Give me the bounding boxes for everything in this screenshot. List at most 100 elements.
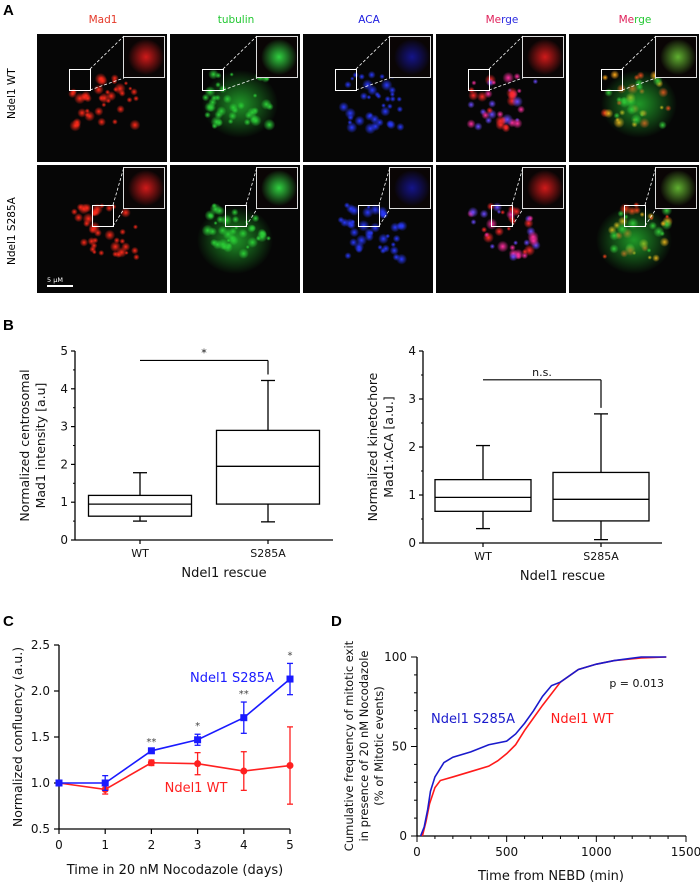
roi-box [92, 205, 114, 227]
box-S285A: S285A [215, 379, 321, 560]
x-tick-label: 4 [240, 838, 248, 852]
roi-box [624, 205, 646, 227]
zoom-inset [655, 167, 697, 209]
micrograph [170, 165, 300, 293]
y-axis-label: Normalized centrosomal [17, 369, 32, 521]
series-label: Ndel1 WT [551, 712, 614, 727]
inset-guide-lines [511, 166, 524, 227]
data-point [101, 779, 109, 787]
micrograph [436, 34, 566, 162]
inset-guide-lines [245, 166, 258, 227]
data-point [286, 762, 294, 770]
series-label: Ndel1 S285A [190, 671, 274, 686]
series-ndel1-s285a [55, 662, 294, 792]
scale-bar: 5 μM [47, 276, 73, 287]
x-axis-label: Ndel1 rescue [181, 566, 266, 581]
channel-label-0: Mad1 [88, 14, 118, 26]
channel-label-part: Me [618, 14, 635, 26]
series-line [58, 761, 291, 791]
box-WT: WT [87, 472, 193, 560]
data-point [194, 736, 202, 744]
significance-label: n.s. [532, 366, 552, 379]
x-tick-label: WT [131, 547, 149, 560]
micrograph [569, 34, 699, 162]
data-point [194, 760, 202, 768]
zoom-inset [256, 167, 298, 209]
x-tick-label: WT [474, 550, 492, 563]
micrograph: 5 μM [37, 165, 167, 293]
data-point [240, 714, 248, 722]
data-point [286, 675, 294, 683]
micrograph [569, 165, 699, 293]
significance-marker: * [288, 650, 293, 661]
x-tick-label: 1000 [581, 845, 612, 859]
inset-guide-lines [621, 35, 657, 91]
micrograph [303, 165, 433, 293]
box-chart-0: 0 1 2 3 4 5 WT S285A * Ndel1 rescue Normalized cen… [17, 344, 333, 581]
y-tick-label: 1 [408, 488, 416, 502]
box-iqr [215, 429, 321, 505]
x-tick-label: 0 [413, 845, 421, 859]
micrograph [170, 34, 300, 162]
y-tick-label: 4 [408, 344, 416, 358]
micrograph [436, 165, 566, 293]
roi-box [69, 69, 91, 91]
data-point [240, 767, 248, 775]
roi-box [225, 205, 247, 227]
box-chart-1: 0 1 2 3 4 WT S285A n.s. Ndel1 rescue Normalized k… [365, 344, 662, 584]
micrograph [303, 34, 433, 162]
box-S285A: S285A [552, 413, 650, 563]
y-tick-label: 1 [60, 495, 68, 509]
y-tick-label: 4 [60, 382, 68, 396]
roi-box [335, 69, 357, 91]
inset-guide-lines [644, 166, 657, 227]
x-tick-label: 2 [148, 838, 156, 852]
y-axis-label: Normalized confluency (a.u.) [10, 647, 25, 827]
roi-box [468, 69, 490, 91]
inset-guide-lines [355, 35, 391, 91]
micrograph [37, 34, 167, 162]
roi-box [202, 69, 224, 91]
significance-marker: * [195, 721, 200, 732]
panel-label-a: A [3, 2, 14, 19]
y-tick-label: 5 [60, 344, 68, 358]
roi-box [601, 69, 623, 91]
y-tick-label: 0 [408, 536, 416, 550]
series-line-ndel1-s285a [419, 656, 667, 837]
y-tick-label: 3 [60, 420, 68, 434]
p-value: p = 0.013 [609, 677, 664, 690]
scale-bar-label: 5 μM [47, 276, 63, 284]
panel-label-c: C [3, 613, 14, 630]
channel-label-part: Me [485, 14, 502, 26]
x-tick-label: 0 [55, 838, 63, 852]
x-axis-label: Ndel1 rescue [520, 569, 605, 584]
data-point [55, 779, 63, 787]
y-tick-label: 0.5 [31, 822, 50, 836]
box-iqr [87, 494, 193, 517]
y-axis-label: Normalized kinetochore [365, 372, 380, 521]
zoom-inset [123, 167, 165, 209]
y-axis-label: in presence of 20 nM Nocodazole [357, 651, 371, 842]
panel-label-b: B [3, 317, 14, 334]
confluency-chart: 0.51.01.52.02.50 1 2 3 4 5******Ndel1 S285ANd… [10, 638, 294, 878]
zoom-inset [389, 36, 431, 78]
channel-label-part: rge [634, 14, 652, 26]
zoom-inset [522, 36, 564, 78]
inset-guide-lines [488, 35, 524, 91]
y-axis-label: Mad1:ACA [a.u.] [381, 396, 396, 497]
box-WT: WT [434, 444, 532, 563]
y-tick-label: 0 [60, 533, 68, 547]
channel-label-4: Merge [569, 14, 700, 26]
inset-guide-lines [89, 35, 125, 91]
channel-label-1: tubulin [217, 14, 255, 26]
y-tick-label: 0 [399, 829, 407, 843]
y-tick-label: 2.5 [31, 638, 50, 652]
y-tick-label: 1.5 [31, 730, 50, 744]
y-axis-label: (% of Mitotic events) [372, 686, 386, 805]
data-point [147, 759, 155, 767]
zoom-inset [389, 167, 431, 209]
x-tick-label: 500 [495, 845, 518, 859]
series-line [59, 678, 291, 784]
